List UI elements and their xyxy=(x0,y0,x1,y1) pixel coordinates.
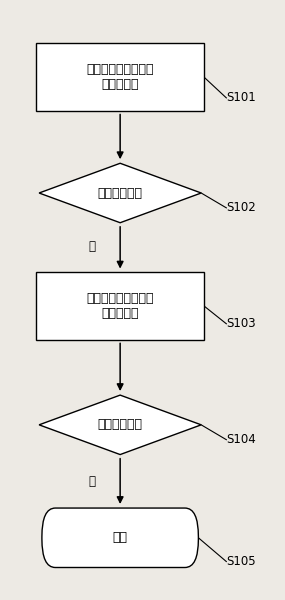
FancyBboxPatch shape xyxy=(42,508,198,568)
Text: S102: S102 xyxy=(226,202,256,214)
Text: 是: 是 xyxy=(89,240,96,253)
Polygon shape xyxy=(39,395,201,455)
FancyBboxPatch shape xyxy=(36,272,204,340)
Text: 向存储器第一分区写
入升级文件: 向存储器第一分区写 入升级文件 xyxy=(86,63,154,91)
Text: 是: 是 xyxy=(89,475,96,488)
Text: 结束: 结束 xyxy=(113,531,128,544)
Text: S101: S101 xyxy=(226,91,256,104)
Text: S103: S103 xyxy=(226,317,256,330)
Text: 校验是否成功: 校验是否成功 xyxy=(98,418,143,431)
Text: 校验是否成功: 校验是否成功 xyxy=(98,187,143,199)
Text: 向存储器第二分区写
入升级文件: 向存储器第二分区写 入升级文件 xyxy=(86,292,154,320)
Text: S105: S105 xyxy=(226,555,256,568)
Polygon shape xyxy=(39,163,201,223)
Text: S104: S104 xyxy=(226,433,256,446)
FancyBboxPatch shape xyxy=(36,43,204,111)
